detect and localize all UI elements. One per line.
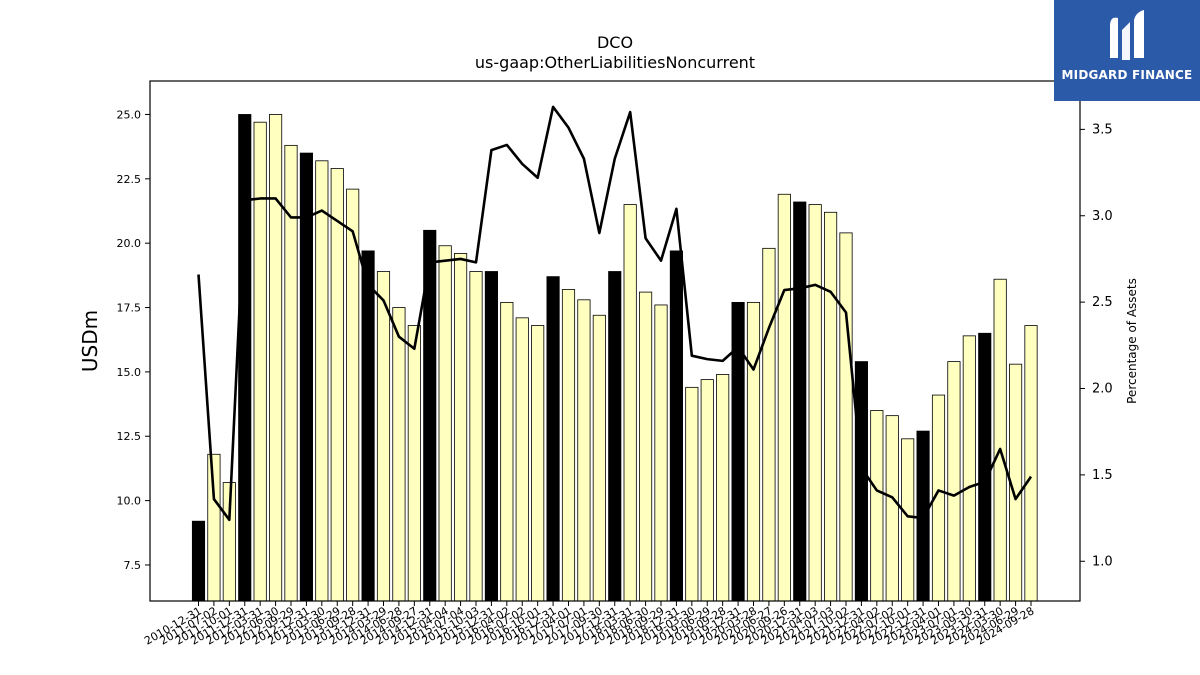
y2-tick-label: 2.5 [1092,295,1113,310]
bar [361,250,375,602]
bar [561,289,576,602]
y-tick-label: 15.0 [117,366,142,379]
bar [546,276,560,602]
bar [531,325,545,602]
x-axis: 2010-12-312011-07-022011-10-012011-12-31… [142,601,1037,648]
bar [700,379,714,602]
y-axis-right: 1.0 1.5 2.0 2.5 3.0 3.5 [1080,122,1113,569]
y2-tick-label: 3.0 [1092,209,1113,224]
bar [839,232,853,602]
bar [854,361,868,602]
bar [454,253,468,602]
bar [808,204,822,602]
bar [654,304,668,602]
y2-axis-label: Percentage of Assets [1125,278,1139,404]
bar [500,301,514,602]
bar [253,121,267,602]
chart-subtitle: us-gaap:OtherLiabilitiesNoncurrent [475,53,755,72]
brand-logo: MIDGARD FINANCE [1054,0,1200,101]
y-tick-label: 12.5 [117,430,142,443]
bar [669,250,683,602]
y-axis-label: USDm [78,310,102,372]
bar [947,361,961,602]
bar [777,193,791,602]
bar [746,301,761,602]
bar [978,332,992,602]
bar [592,314,606,602]
y-axis-left: 7.5 10.0 12.5 15.0 17.5 20.0 22.5 25.0 [117,108,150,572]
y-tick-label: 10.0 [117,495,142,508]
y-tick-label: 17.5 [117,302,142,315]
chart-title: DCO [597,33,633,52]
bar [392,307,406,602]
bar [207,453,221,602]
bar [962,335,976,602]
bar [716,374,730,602]
bar [238,114,252,602]
bar [299,152,313,602]
bar [407,325,421,602]
bar [376,271,391,602]
bar [639,291,653,602]
y2-tick-label: 1.0 [1092,554,1113,569]
y-tick-label: 22.5 [117,173,142,186]
midgard-logo-icon [1110,10,1144,60]
y-tick-label: 25.0 [117,108,142,121]
bar [330,168,344,602]
bar [191,520,206,602]
line-series [197,105,1033,522]
bar [577,299,591,602]
bar [608,271,622,602]
y-tick-label: 7.5 [124,559,142,572]
bar [515,317,529,602]
bar-series [191,114,1038,602]
y2-tick-label: 2.0 [1092,382,1113,397]
percentage-line [197,105,1033,522]
bar [269,114,283,602]
bar [438,245,452,602]
bar [1024,325,1038,602]
y-tick-label: 20.0 [117,237,142,250]
bar [315,160,329,602]
bar [885,415,899,602]
bar [762,247,776,602]
y2-tick-label: 3.5 [1092,122,1113,137]
bar [469,271,483,602]
bar [484,271,498,602]
bar [901,438,915,602]
bar [824,211,838,602]
y2-tick-label: 1.5 [1092,468,1113,483]
bar [685,386,699,602]
bar [993,278,1007,602]
bar [623,204,637,602]
bar [870,410,884,602]
bar [793,201,807,602]
brand-name: MIDGARD FINANCE [1061,68,1193,82]
